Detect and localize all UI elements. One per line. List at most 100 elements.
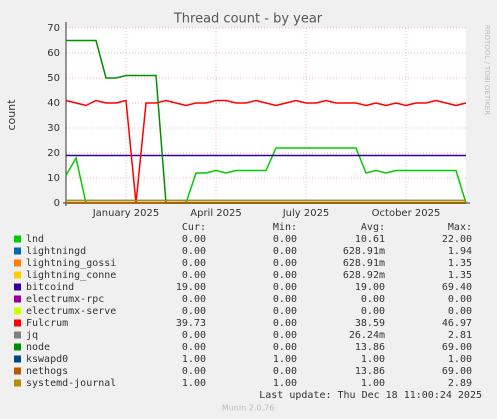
legend-swatch [14, 379, 21, 387]
legend-stat: 0.00 [182, 366, 206, 377]
y-tick-label: 50 [47, 73, 60, 84]
legend-name: electrumx-rpc [26, 294, 104, 305]
legend-stat: 0.00 [361, 294, 385, 305]
x-tick-label: July 2025 [282, 208, 330, 219]
legend-name: lnd [26, 234, 44, 245]
legend-swatch [14, 271, 21, 279]
legend-swatch [14, 307, 21, 315]
legend-header: Min: [273, 222, 297, 233]
legend-stat: 0.00 [273, 366, 297, 377]
legend-header: Avg: [361, 222, 385, 233]
legend-stat: 0.00 [273, 294, 297, 305]
legend-name: systemd-journal [26, 378, 116, 389]
legend-swatch [14, 259, 21, 267]
legend-swatch [14, 235, 21, 243]
legend-stat: 0.00 [273, 258, 297, 269]
legend-stat: 0.00 [448, 294, 472, 305]
legend-stat: 0.00 [182, 306, 206, 317]
legend-stat: 10.61 [355, 234, 385, 245]
legend-stat: 0.00 [182, 270, 206, 281]
legend-stat: 0.00 [273, 246, 297, 257]
legend-header: Cur: [182, 222, 206, 233]
footer: Last update: Thu Dec 18 11:00:24 2025 [259, 390, 482, 401]
legend-stat: 1.00 [361, 354, 385, 365]
legend-stat: 22.00 [442, 234, 472, 245]
legend-stat: 628.92m [343, 270, 385, 281]
legend-swatch [14, 247, 21, 255]
y-tick-label: 20 [47, 148, 60, 159]
legend-stat: 26.24m [349, 330, 385, 341]
legend-stat: 0.00 [361, 306, 385, 317]
y-tick-label: 0 [54, 198, 60, 209]
legend-stat: 0.00 [182, 342, 206, 353]
legend-name: nethogs [26, 366, 68, 377]
legend-stat: 13.86 [355, 366, 385, 377]
legend-swatch [14, 343, 21, 351]
legend-stat: 0.00 [273, 330, 297, 341]
x-tick-label: January 2025 [92, 208, 160, 219]
legend-stat: 1.00 [182, 354, 206, 365]
legend-stat: 0.00 [182, 246, 206, 257]
legend-name: bitcoind [26, 282, 74, 293]
legend-stat: 0.00 [273, 306, 297, 317]
legend-name: jq [26, 330, 38, 341]
legend-stat: 2.81 [448, 330, 472, 341]
y-axis-label: count [5, 99, 18, 131]
legend-header: Max: [448, 222, 472, 233]
y-tick-label: 60 [47, 48, 60, 59]
y-tick-label: 30 [47, 123, 60, 134]
legend-stat: 1.00 [448, 354, 472, 365]
legend-stat: 0.00 [273, 318, 297, 329]
legend-stat: 39.73 [176, 318, 206, 329]
legend-stat: 69.00 [442, 342, 472, 353]
legend-swatch [14, 319, 21, 327]
legend-name: kswapd0 [26, 354, 68, 365]
legend-stat: 1.94 [448, 246, 472, 257]
legend-swatch [14, 295, 21, 303]
y-tick-label: 40 [47, 98, 60, 109]
legend-stat: 19.00 [176, 282, 206, 293]
legend-stat: 0.00 [182, 330, 206, 341]
legend-stat: 38.59 [355, 318, 385, 329]
legend-stat: 1.35 [448, 258, 472, 269]
chart-title: Thread count - by year [173, 12, 323, 27]
legend-stat: 0.00 [273, 270, 297, 281]
legend-stat: 2.89 [448, 378, 472, 389]
legend-swatch [14, 367, 21, 375]
legend-name: lightning_conne [26, 270, 116, 281]
side-text: RRDTOOL / TOBI OETIKER [483, 25, 491, 115]
legend-swatch [14, 283, 21, 291]
series-line [65, 99, 467, 204]
x-tick-label: October 2025 [372, 208, 441, 219]
legend-stat: 1.00 [361, 378, 385, 389]
legend-name: node [26, 342, 50, 353]
y-tick-label: 70 [47, 23, 60, 34]
version: Munin 2.0.76 [222, 404, 274, 413]
legend-name: Fulcrum [26, 318, 68, 329]
legend-name: lightningd [26, 246, 86, 257]
legend-stat: 1.35 [448, 270, 472, 281]
legend-stat: 628.91m [343, 246, 385, 257]
legend-stat: 69.00 [442, 366, 472, 377]
legend-swatch [14, 355, 21, 363]
legend-stat: 0.00 [273, 234, 297, 245]
legend-name: electrumx-serve [26, 306, 116, 317]
legend-swatch [14, 331, 21, 339]
legend-stat: 0.00 [182, 294, 206, 305]
legend-stat: 0.00 [448, 306, 472, 317]
legend-stat: 1.00 [273, 354, 297, 365]
legend-stat: 0.00 [273, 282, 297, 293]
y-tick-label: 10 [47, 173, 60, 184]
legend-stat: 0.00 [182, 234, 206, 245]
legend-stat: 46.97 [442, 318, 472, 329]
legend-stat: 0.00 [273, 342, 297, 353]
legend-stat: 628.91m [343, 258, 385, 269]
x-tick-label: April 2025 [190, 208, 241, 219]
legend-stat: 13.86 [355, 342, 385, 353]
legend-name: lightning_gossi [26, 258, 116, 269]
legend-stat: 19.00 [355, 282, 385, 293]
legend-stat: 69.40 [442, 282, 472, 293]
legend-stat: 1.00 [273, 378, 297, 389]
legend-stat: 1.00 [182, 378, 206, 389]
